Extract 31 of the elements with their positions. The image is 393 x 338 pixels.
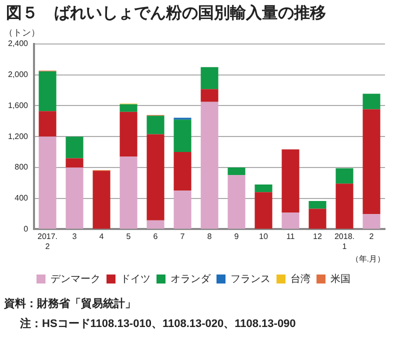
x-tick-label: 11	[286, 232, 296, 242]
y-tick-label: 2,000	[8, 70, 29, 80]
x-tick-label: 6	[153, 232, 158, 242]
x-tick-label: 10	[259, 232, 269, 242]
legend-label: フランス	[230, 274, 270, 285]
y-tick-label: 0	[24, 224, 29, 234]
legend-label: 米国	[330, 272, 350, 285]
x-tick-label: 12	[313, 232, 322, 242]
y-axis-title: （トン）	[4, 27, 40, 38]
chart-title: 図５ ばれいしょでん粉の国別輸入量の推移	[5, 3, 327, 24]
y-tick-label: 2,400	[8, 39, 29, 48]
y-tick-label: 400	[14, 194, 29, 203]
y-tick-label: 800	[14, 162, 29, 172]
y-tick-label: 1,200	[8, 132, 29, 141]
x-tick-label: 7	[180, 232, 186, 242]
x-tick-label: 2	[369, 232, 374, 242]
x-tick-label: 9	[234, 232, 240, 242]
x-axis-title: （年.月）	[350, 254, 385, 264]
text: 注：HSコード1108.13-010、1108.13-020、1108.13-090	[19, 316, 297, 332]
y-tick-label: 1,600	[8, 100, 29, 110]
x-tick-label: 2017. 2	[38, 232, 58, 251]
x-tick-label: 3	[72, 232, 78, 242]
text: 資料：財務省「貿易統計」	[3, 296, 137, 312]
legend-label: デンマーク	[50, 274, 100, 285]
x-tick-label: 2018. 1	[334, 232, 355, 251]
legend-label: オランダ	[170, 272, 212, 285]
x-tick-label: 4	[99, 232, 104, 242]
legend-label: ドイツ	[120, 274, 150, 285]
x-tick-label: 5	[126, 232, 132, 242]
legend-label: 台湾	[290, 272, 310, 285]
x-tick-label: 8	[207, 232, 212, 242]
